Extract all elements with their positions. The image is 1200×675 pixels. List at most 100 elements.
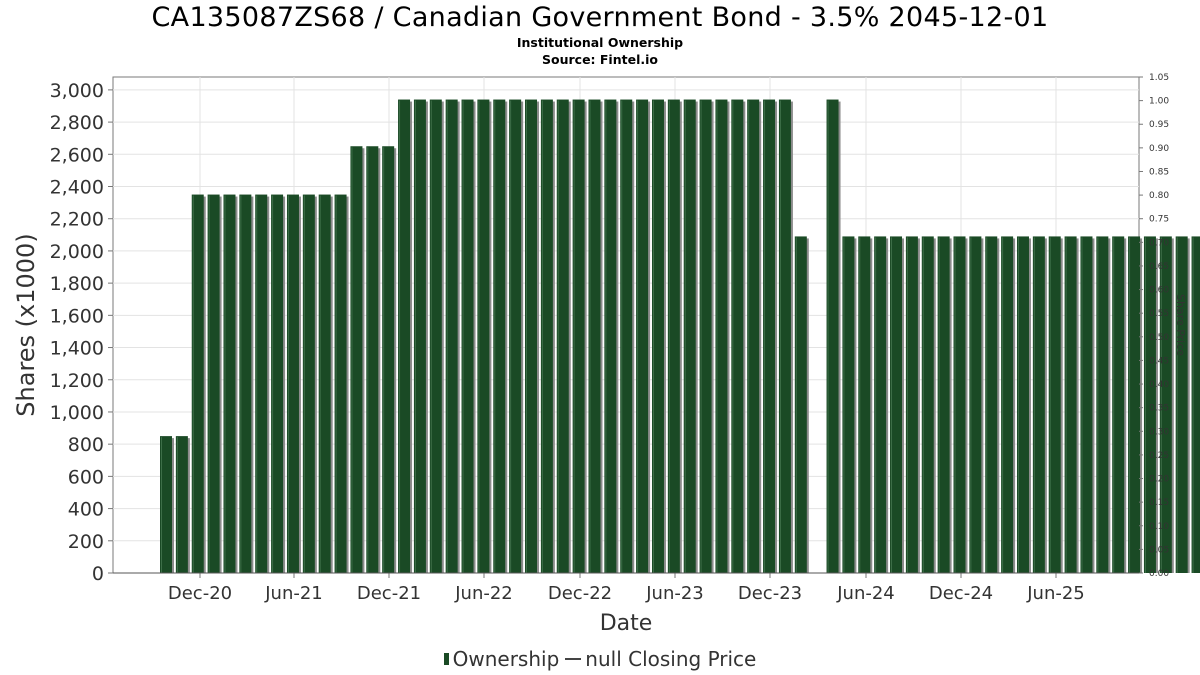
- y-right-tick-label: 0.85: [1149, 167, 1169, 177]
- chart-title: CA135087ZS68 / Canadian Government Bond …: [151, 2, 1049, 33]
- ownership-bar: [350, 146, 363, 573]
- ownership-bar: [1128, 236, 1141, 573]
- ownership-bar: [890, 236, 903, 573]
- ownership-bar: [699, 99, 712, 573]
- y-right-tick-label: 0.10: [1149, 522, 1169, 532]
- ownership-bar: [429, 99, 442, 573]
- x-tick-label: Jun-24: [836, 583, 895, 604]
- y-tick-label: 2,000: [50, 241, 104, 263]
- price-legend-label: null Closing Price: [585, 647, 757, 671]
- ownership-bar: [1159, 236, 1172, 573]
- ownership-bar: [556, 99, 569, 573]
- y-right-tick-label: 0.30: [1149, 427, 1169, 437]
- chart-subtitle: Institutional Ownership: [516, 35, 684, 50]
- x-tick-label: Jun-25: [1026, 583, 1085, 604]
- x-tick-label: Dec-23: [738, 583, 802, 604]
- y-tick-label: 600: [68, 466, 104, 488]
- y-right-tick-label: 0.60: [1149, 286, 1169, 296]
- ownership-legend-swatch: [443, 653, 449, 665]
- y-right-axis-title: Share Price: [1174, 294, 1187, 356]
- ownership-bar: [1143, 236, 1156, 573]
- y-right-tick-label: 0.65: [1149, 262, 1169, 272]
- y-right-tick-label: 0.35: [1149, 404, 1169, 414]
- ownership-bar: [620, 99, 633, 573]
- ownership-bar: [651, 99, 664, 573]
- ownership-bar: [683, 99, 696, 573]
- ownership-legend-label: Ownership: [452, 647, 560, 671]
- ownership-bar: [969, 236, 982, 573]
- y-right-tick-label: 0.20: [1149, 475, 1169, 485]
- y-tick-label: 1,200: [50, 370, 104, 392]
- ownership-bar: [207, 194, 220, 573]
- ownership-bar: [905, 236, 918, 573]
- ownership-bar: [223, 194, 236, 573]
- ownership-bar: [715, 99, 728, 573]
- ownership-bar: [413, 99, 426, 573]
- x-tick-label: Jun-22: [454, 583, 513, 604]
- ownership-bar: [731, 99, 744, 573]
- y-tick-label: 2,800: [50, 112, 104, 134]
- y-right-tick-label: 1.00: [1149, 97, 1169, 107]
- y-tick-label: 1,400: [50, 338, 104, 360]
- ownership-bar: [493, 99, 506, 573]
- y-right-tick-label: 0.80: [1149, 191, 1169, 201]
- ownership-bar: [842, 236, 855, 573]
- y-tick-label: 1,800: [50, 273, 104, 295]
- y-right-tick-label: 0.75: [1149, 215, 1169, 225]
- ownership-bar: [985, 236, 998, 573]
- ownership-bar: [1080, 236, 1093, 573]
- ownership-bar: [302, 194, 315, 573]
- ownership-bar: [382, 146, 395, 573]
- ownership-bar: [1016, 236, 1029, 573]
- y-tick-label: 2,600: [50, 144, 104, 166]
- x-tick-label: Dec-22: [548, 583, 612, 604]
- price-legend-line: [565, 658, 582, 660]
- y-tick-label: 2,400: [50, 177, 104, 199]
- ownership-bar: [1096, 236, 1109, 573]
- ownership-bar: [1032, 236, 1045, 573]
- ownership-bar: [286, 194, 299, 573]
- y-right-tick-label: 0.40: [1149, 380, 1169, 390]
- ownership-bar: [160, 436, 172, 573]
- x-tick-label: Dec-24: [929, 583, 993, 604]
- ownership-bar: [540, 99, 553, 573]
- y-tick-label: 1,000: [50, 402, 104, 424]
- y-right-tick-label: 0.05: [1149, 545, 1169, 555]
- ownership-bar: [778, 99, 791, 573]
- ownership-bar: [1001, 236, 1014, 573]
- y-tick-label: 400: [68, 499, 104, 521]
- x-tick-label: Jun-21: [264, 583, 323, 604]
- y-right-tick-label: 1.05: [1149, 73, 1169, 83]
- x-tick-label: Dec-20: [168, 583, 232, 604]
- ownership-bar: [826, 99, 839, 573]
- ownership-bar: [953, 236, 966, 573]
- y-tick-label: 3,000: [50, 80, 104, 102]
- x-tick-label: Jun-23: [645, 583, 704, 604]
- ownership-bar: [794, 236, 807, 573]
- ownership-bar: [921, 236, 934, 573]
- ownership-bar: [588, 99, 601, 573]
- ownership-bar: [572, 99, 585, 573]
- y-right-tick-label: 0.25: [1149, 451, 1169, 461]
- y-right-tick-label: 0.50: [1149, 333, 1169, 343]
- ownership-bar: [334, 194, 347, 573]
- ownership-bar: [1175, 236, 1188, 573]
- ownership-bar: [318, 194, 331, 573]
- x-axis-title: Date: [600, 611, 653, 636]
- y-right-tick-label: 0.55: [1149, 309, 1169, 319]
- ownership-bar: [239, 194, 252, 573]
- y-tick-label: 800: [68, 434, 104, 456]
- y-axis-title: Shares (x1000): [12, 233, 40, 416]
- y-tick-label: 1,600: [50, 305, 104, 327]
- y-right-tick-label: 0.70: [1149, 238, 1169, 248]
- y-right-tick-label: 0.00: [1149, 569, 1169, 579]
- y-right-tick-label: 0.45: [1149, 356, 1169, 366]
- ownership-bar: [1048, 236, 1061, 573]
- x-tick-label: Dec-21: [357, 583, 421, 604]
- ownership-bar: [398, 99, 411, 573]
- y-right-tick-label: 0.95: [1149, 120, 1169, 130]
- chart-source: Source: Fintel.io: [542, 52, 658, 67]
- ownership-bar: [175, 436, 188, 573]
- ownership-bar: [461, 99, 474, 573]
